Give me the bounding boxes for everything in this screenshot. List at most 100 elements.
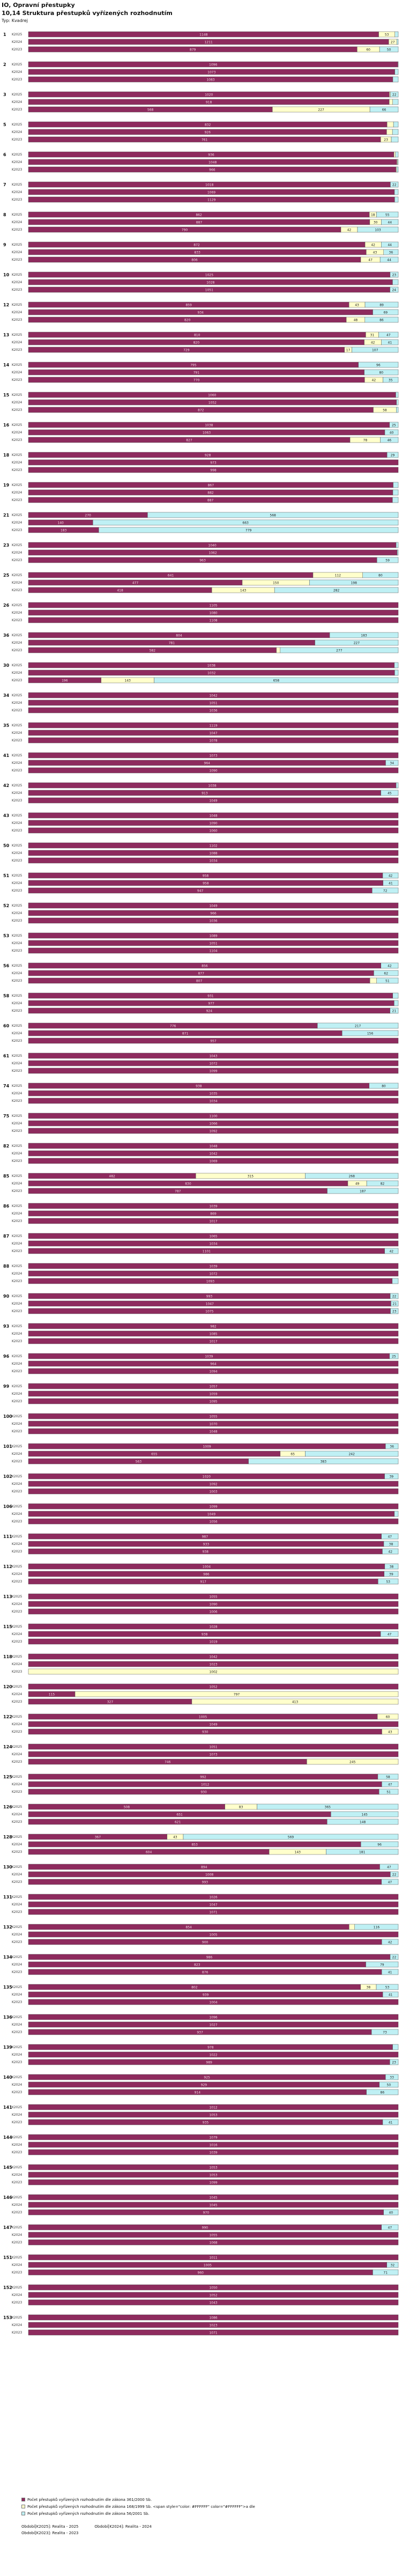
bar-segment-a [28,910,399,916]
bar-value-label-a: 993 [206,1295,213,1299]
period-label: K2024 [12,1873,22,1876]
bar-value-label-a: 1011 [209,2256,217,2260]
bar-value-label-a: 1019 [209,1640,217,1644]
bar-value-label-c: 47 [388,1881,392,1885]
group-label: 102 [3,1474,12,1479]
period-label: K2023 [12,799,22,803]
period-label: K2024 [12,1692,22,1696]
bar-value-label-a: 1006 [209,1610,217,1614]
bar-value-label-c: 107 [372,349,378,352]
bar-value-label-a: 1052 [209,2294,217,2298]
period-label: K2025 [12,1925,22,1929]
bar-segment-a [28,2104,399,2110]
period-label: K2025 [12,1475,22,1478]
bar-value-label-a: 1005 [199,1716,207,1719]
bar-segment-c [392,2044,399,2050]
period-label: K2024 [12,1783,22,1786]
bar-segment-a [28,1143,399,1149]
bar-segment-a [28,722,399,728]
bar-segment-a [28,1503,399,1510]
bar-value-label-a: 196 [62,679,68,683]
bar-value-label-a: 1009 [203,1445,211,1449]
period-label: K2025 [12,573,22,577]
bar-value-label-b: 47 [368,259,373,262]
bar-segment-c [326,1819,399,1825]
bar-segment-c [396,166,399,173]
period-label: K2023 [12,288,22,292]
bar-value-label-a: 1040 [208,544,216,548]
bar-value-label-c: 39 [389,1573,393,1577]
bar-segment-a [28,1068,399,1074]
bar-value-label-b: 143 [295,1851,301,1854]
group-label: 151 [3,2255,12,2260]
bar-segment-a [28,850,399,856]
bar-value-label-c: 79 [380,1963,384,1967]
bar-value-label-a: 933 [203,1543,210,1547]
bar-value-label-a: 1036 [209,919,217,923]
bar-segment-c [390,2059,399,2065]
period-footnote: Období[K2025]: Realita - 2025 Období[K202… [21,2523,168,2536]
period-label: K2025 [12,2075,22,2079]
bar-value-label-a: 1070 [209,1423,217,1426]
period-label: K2025 [12,453,22,457]
bar-value-label-a: 651 [176,1813,183,1817]
bar-value-label-a: 939 [203,1993,209,1997]
bar-value-label-a: 804 [176,634,182,638]
group-label: 25 [3,573,10,578]
bar-segment-a [28,827,399,834]
period-label: K2025 [12,153,22,157]
period-label: K2024 [12,1753,22,1756]
bar-value-label-c: 62 [384,972,388,976]
group-label: 42 [3,783,9,788]
bar-value-label-b: 18 [371,214,375,217]
bar-segment-a [28,1338,399,1344]
period-label: K2024 [12,791,22,795]
bar-value-label-a: 1056 [209,1520,217,1524]
legend-label-b: Počet přestupků vyřízených rozhodnutím d… [27,2505,255,2509]
bar-segment-a [28,1240,399,1247]
bar-segment-c [378,332,399,338]
period-label: K2023 [12,498,22,502]
period-label: K2024 [12,2233,22,2237]
bar-segment-a [28,1623,399,1630]
period-label: K2024 [12,1002,22,1005]
bar-value-label-a: 1096 [209,63,217,67]
bar-segment-a [28,1360,399,1367]
period-label: K2023 [12,1850,22,1854]
bar-value-label-a: 1063 [203,431,211,435]
group-label: 153 [3,2315,12,2320]
bar-value-label-a: 1100 [209,1115,217,1118]
period-label: K2023 [12,1760,22,1764]
period-label: K2023 [12,2000,22,2004]
bar-segment-a [28,1390,399,1397]
bar-segment-c [381,1939,399,1945]
period-label: K2025 [12,994,22,998]
bar-segment-a [28,602,399,608]
bar-segment-a [28,1233,399,1239]
group-label: 36 [3,633,10,638]
bar-segment-c [384,1473,399,1480]
period-label: K2023 [12,228,22,232]
period-label: K2023 [12,1910,22,1914]
bar-value-label-c: 32 [391,2264,395,2268]
bar-value-label-a: 938 [196,1085,202,1088]
bar-segment-c [369,106,399,113]
bar-value-label-b: 245 [349,1761,356,1764]
bar-segment-a [28,820,399,826]
bar-segment-b [28,1668,399,1675]
period-label: K2023 [12,1940,22,1944]
period-label: K2023 [12,78,22,82]
bar-segment-c [384,1571,399,1577]
bar-segment-c [396,782,399,789]
bar-value-label-c: 51 [386,1791,391,1794]
group-label: 101 [3,1444,12,1449]
bar-segment-c [394,69,399,75]
bar-segment-a [28,1894,399,1900]
legend-label-c: Počet přestupků vyřízených rozhodnutím d… [27,2512,150,2516]
bar-segment-a [28,917,399,924]
bar-value-label-b: 42 [347,229,352,232]
group-label: 12 [3,303,9,307]
bar-segment-c [390,1293,399,1299]
period-label: K2023 [12,2060,22,2064]
period-label: K2024 [12,1152,22,1155]
